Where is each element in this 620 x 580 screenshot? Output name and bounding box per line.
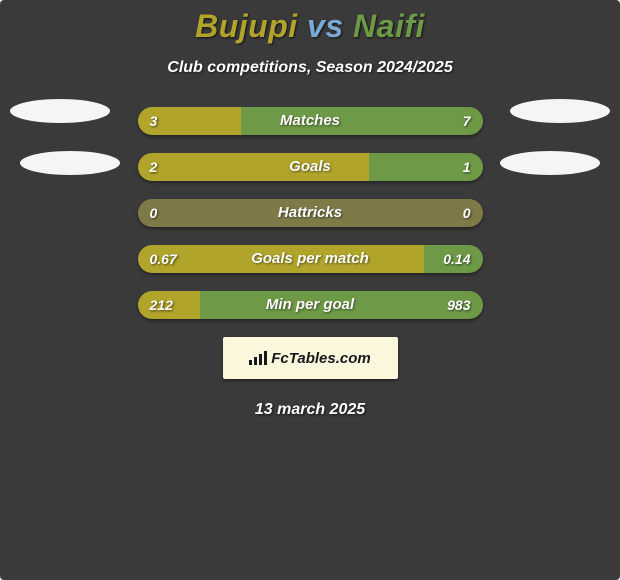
stat-row: Goals21	[138, 153, 483, 181]
player1-badge2-icon	[20, 151, 120, 175]
title-player2: Naifi	[353, 8, 425, 44]
stat-row: Hattricks00	[138, 199, 483, 227]
date-label: 13 march 2025	[0, 401, 620, 419]
player2-badge2-icon	[500, 151, 600, 175]
stat-seg-left	[138, 107, 242, 135]
comparison-card: Bujupi vs Naifi Club competitions, Seaso…	[0, 0, 620, 580]
content-area: Matches37 Goals21 Hattricks00 Goals per mat…	[0, 107, 620, 419]
stat-seg-left	[138, 291, 200, 319]
player1-badge-icon	[10, 99, 110, 123]
stat-seg-left	[138, 153, 369, 181]
brand-text: FcTables.com	[271, 350, 370, 367]
stat-seg-left	[138, 199, 483, 227]
player2-badge-icon	[510, 99, 610, 123]
stat-bars: Matches37 Goals21 Hattricks00 Goals per mat…	[138, 107, 483, 319]
stat-seg-right	[200, 291, 483, 319]
barchart-icon	[249, 351, 267, 365]
brand-badge: FcTables.com	[223, 337, 398, 379]
title-player1: Bujupi	[195, 8, 298, 44]
subtitle: Club competitions, Season 2024/2025	[0, 59, 620, 77]
stat-seg-right	[241, 107, 483, 135]
title-vs: vs	[307, 8, 344, 44]
stat-seg-right	[369, 153, 483, 181]
stat-row: Min per goal212983	[138, 291, 483, 319]
stat-seg-left	[138, 245, 424, 273]
stat-seg-right	[424, 245, 483, 273]
brand-inner: FcTables.com	[249, 350, 370, 367]
page-title: Bujupi vs Naifi	[0, 0, 620, 45]
stat-row: Matches37	[138, 107, 483, 135]
stat-row: Goals per match0.670.14	[138, 245, 483, 273]
